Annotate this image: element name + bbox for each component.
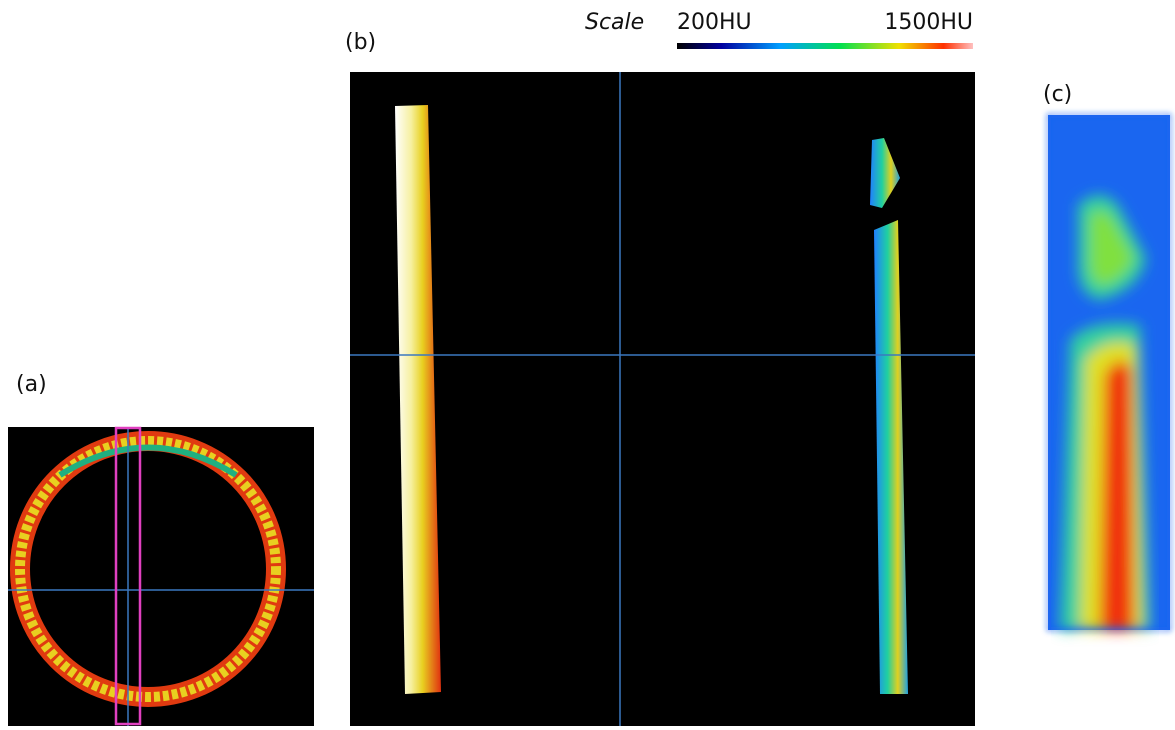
figure: Scale 200HU 1500HU (a) (b) (c) bbox=[0, 0, 1175, 726]
scale-bar bbox=[677, 43, 973, 49]
scale-max: 1500HU bbox=[884, 10, 973, 35]
panel-label: (c) bbox=[1043, 82, 1072, 107]
panel-label: (a) bbox=[16, 372, 47, 397]
panel-label: (b) bbox=[345, 30, 376, 55]
page: Scale 200HU 1500HU (a) (b) (c) (() => { … bbox=[0, 0, 1175, 726]
scale-title: Scale bbox=[585, 10, 644, 35]
scale-min: 200HU bbox=[677, 10, 752, 35]
